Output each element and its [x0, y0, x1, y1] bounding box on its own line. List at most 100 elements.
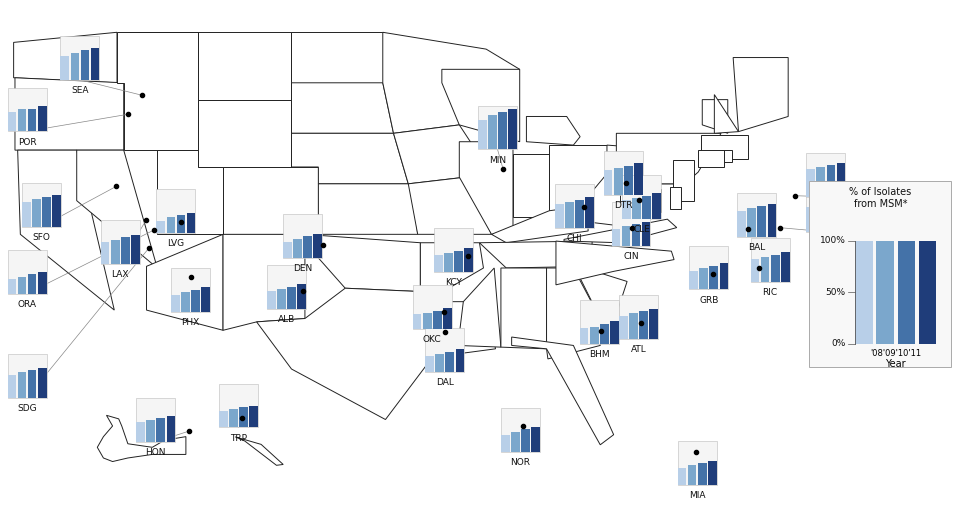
Text: LVG: LVG — [167, 239, 184, 248]
Text: NYC: NYC — [817, 203, 835, 212]
Polygon shape — [458, 268, 501, 347]
Bar — [8, 354, 46, 398]
Bar — [687, 465, 696, 485]
Polygon shape — [579, 174, 644, 226]
Text: SFO: SFO — [33, 233, 51, 242]
Polygon shape — [701, 135, 748, 159]
Bar — [171, 268, 209, 312]
Bar — [110, 239, 119, 264]
Polygon shape — [147, 234, 223, 330]
Bar — [720, 263, 728, 289]
Polygon shape — [733, 58, 788, 132]
Bar — [876, 241, 894, 344]
Bar — [652, 193, 660, 219]
Text: CLE: CLE — [633, 225, 650, 234]
Bar — [425, 328, 465, 372]
Bar — [751, 238, 789, 282]
Bar — [52, 195, 61, 227]
Text: BAL: BAL — [748, 243, 765, 252]
Bar — [806, 169, 815, 197]
Bar — [501, 435, 510, 452]
Bar — [836, 163, 845, 197]
Bar — [478, 119, 487, 149]
Polygon shape — [77, 150, 157, 268]
Bar — [604, 170, 612, 195]
Text: TRP: TRP — [229, 434, 247, 442]
Polygon shape — [292, 83, 394, 133]
Bar — [422, 313, 431, 329]
Text: CIN: CIN — [623, 252, 638, 261]
Bar — [294, 238, 301, 258]
Bar — [8, 88, 46, 131]
Polygon shape — [607, 145, 684, 184]
Bar — [564, 202, 573, 228]
Text: DAL: DAL — [436, 378, 454, 387]
Text: % of Isolates
from MSM*: % of Isolates from MSM* — [850, 187, 911, 209]
Bar — [28, 370, 36, 398]
Bar — [699, 268, 708, 289]
Bar — [641, 221, 651, 246]
Bar — [177, 215, 185, 233]
Bar — [171, 295, 180, 312]
Bar — [436, 354, 444, 372]
Bar — [501, 408, 540, 452]
Bar — [622, 200, 631, 219]
Bar — [28, 274, 36, 294]
Bar — [585, 197, 593, 228]
Bar — [313, 234, 322, 258]
Bar — [283, 242, 292, 258]
Bar — [445, 352, 454, 372]
Bar — [555, 204, 564, 228]
Bar — [8, 250, 46, 294]
Bar — [532, 427, 540, 452]
Bar — [219, 384, 257, 427]
Bar — [709, 266, 718, 289]
Bar — [425, 356, 434, 372]
Polygon shape — [526, 116, 580, 145]
Polygon shape — [157, 150, 223, 234]
Bar — [806, 188, 845, 232]
Text: SDG: SDG — [17, 404, 36, 413]
Bar — [219, 411, 228, 427]
Bar — [612, 229, 620, 246]
Bar — [413, 314, 421, 329]
Text: NOR: NOR — [511, 458, 531, 467]
Bar — [8, 279, 16, 294]
Bar — [283, 214, 322, 258]
Bar — [101, 220, 140, 264]
Bar — [434, 255, 443, 272]
Polygon shape — [198, 99, 292, 167]
Bar — [17, 277, 26, 294]
Bar — [191, 289, 200, 312]
Bar — [81, 50, 89, 80]
Bar — [38, 106, 46, 131]
Text: 50%: 50% — [826, 287, 846, 297]
Text: Year: Year — [885, 359, 906, 369]
Bar — [816, 205, 825, 232]
Text: ALB: ALB — [277, 315, 295, 324]
Bar — [737, 193, 776, 237]
Bar — [511, 432, 520, 452]
Bar — [589, 327, 599, 344]
Bar — [555, 184, 593, 228]
Polygon shape — [292, 133, 408, 184]
Bar — [809, 181, 951, 367]
Bar — [156, 220, 165, 233]
Bar — [622, 175, 660, 219]
Bar — [22, 183, 61, 227]
Bar — [575, 200, 584, 228]
Bar — [600, 324, 609, 344]
Bar — [678, 441, 716, 485]
Bar — [8, 375, 16, 398]
Text: MIN: MIN — [489, 156, 506, 164]
Polygon shape — [549, 145, 607, 211]
Polygon shape — [305, 234, 420, 291]
Bar — [60, 56, 69, 80]
Bar — [229, 408, 238, 427]
Polygon shape — [292, 32, 383, 83]
Polygon shape — [425, 302, 495, 357]
Text: OKC: OKC — [423, 335, 442, 344]
Text: SEA: SEA — [71, 86, 88, 95]
Bar — [298, 284, 305, 309]
Polygon shape — [13, 32, 117, 83]
